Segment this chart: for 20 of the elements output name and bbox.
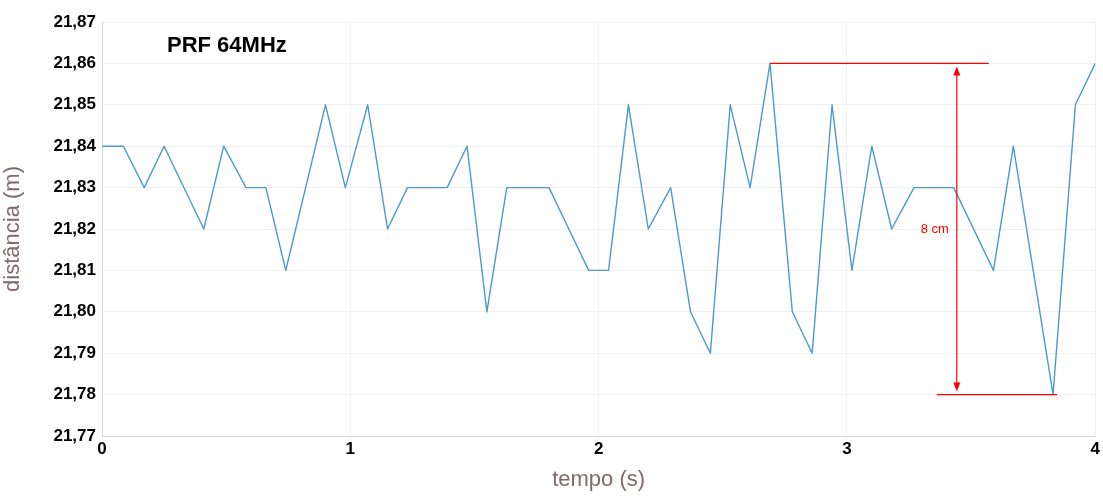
annotation: 8 cm [920, 220, 949, 236]
x-tick-label: 1 [345, 438, 356, 458]
x-tick-label: 0 [97, 438, 107, 458]
y-tick-label: 21,83 [53, 177, 96, 197]
y-tick-label: 21,80 [53, 301, 96, 321]
y-tick-label: 21,84 [53, 135, 97, 155]
y-tick-label: 21,86 [53, 53, 96, 73]
x-tick-label: 2 [593, 438, 604, 458]
y-tick-label: 21,79 [53, 342, 96, 362]
y-axis-title: distância (m) [0, 166, 25, 292]
y-tick-label: 21,77 [53, 425, 96, 445]
y-tick-label: 21,81 [53, 260, 96, 280]
text: PRF 64MHz [167, 32, 287, 58]
y-tick-label: 21,82 [53, 218, 96, 238]
x-tick-label: 3 [842, 438, 852, 458]
y-tick-label: 21,85 [53, 94, 96, 114]
y-tick-label: 21,87 [53, 11, 96, 31]
x-axis-title: tempo (s) [552, 465, 646, 491]
y-tick-label: 21,78 [53, 384, 96, 404]
x-tick-label: 4 [1090, 438, 1101, 458]
